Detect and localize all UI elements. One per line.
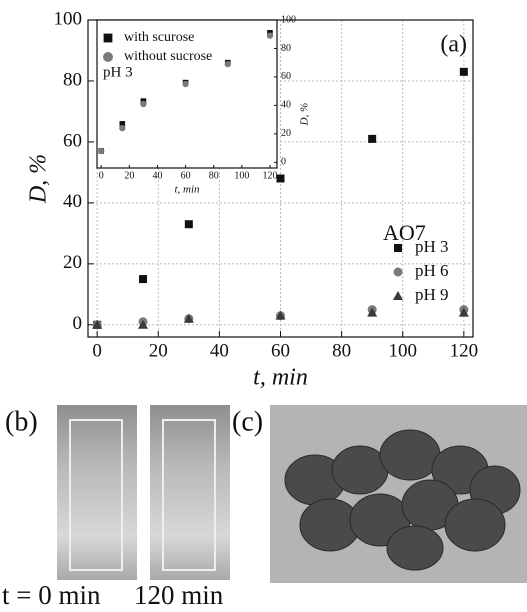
- y-tick-label: 0: [73, 313, 83, 334]
- legend-label: pH 3: [415, 237, 449, 256]
- caption: 120 min: [134, 580, 224, 610]
- x-tick-label: 80: [332, 341, 351, 362]
- x-tick-label: 20: [124, 170, 134, 181]
- legend-marker: [394, 244, 402, 252]
- marker: [460, 68, 468, 76]
- x-axis-label: t, min: [174, 184, 200, 196]
- marker: [98, 148, 104, 154]
- x-tick-label: 100: [388, 341, 417, 362]
- y-axis-label: D, %: [299, 103, 311, 127]
- x-tick-label: 40: [210, 341, 229, 362]
- y-tick-label: 80: [281, 43, 291, 54]
- legend-marker: [394, 268, 403, 277]
- legend-marker: [103, 52, 113, 62]
- x-tick-label: 40: [152, 170, 162, 181]
- x-tick-label: 20: [149, 341, 168, 362]
- legend-label: without sucrose: [124, 49, 212, 64]
- photo-c: (c): [232, 405, 527, 583]
- y-axis-label: D, %: [26, 154, 52, 204]
- charts: 0 20 40 60 80 100 0 20 40 60 80 100 120 t, min D, % (a)…: [26, 8, 479, 390]
- y-tick-label: 100: [281, 14, 296, 25]
- y-tick-label: 0: [281, 157, 286, 168]
- y-tick-label: 20: [281, 128, 291, 139]
- panel-label: (c): [232, 406, 263, 437]
- x-axis-label: t, min: [253, 365, 308, 391]
- y-tick-label: 60: [281, 71, 291, 82]
- legend-marker: [104, 34, 113, 43]
- x-tick-label: 100: [234, 170, 249, 181]
- x-tick-label: 80: [209, 170, 219, 181]
- y-tick-label: 80: [63, 69, 82, 90]
- x-tick-label: 120: [262, 170, 277, 181]
- marker: [119, 125, 125, 131]
- marker: [182, 81, 188, 87]
- marker: [368, 135, 376, 143]
- marker: [277, 175, 285, 183]
- panel-label: (b): [5, 406, 38, 437]
- caption: t = 0 min: [2, 580, 101, 610]
- legend-label: pH 9: [415, 285, 449, 304]
- y-tick-label: 40: [63, 191, 82, 212]
- x-tick-label: 60: [181, 170, 191, 181]
- figure: 0 20 40 60 80 100 0 20 40 60 80 100 120 t, min D, % (a)…: [0, 0, 527, 612]
- y-tick-label: 100: [54, 8, 83, 29]
- marker: [267, 33, 273, 39]
- annotation: pH 3: [103, 64, 133, 80]
- marker: [140, 101, 146, 107]
- y-tick-label: 20: [63, 252, 82, 273]
- legend-label: with scurose: [124, 30, 194, 45]
- x-tick-label: 120: [450, 341, 479, 362]
- marker: [139, 275, 147, 283]
- x-tick-label: 0: [99, 170, 104, 181]
- y-tick-label: 40: [281, 100, 291, 111]
- photo-b: (b) t = 0 min 120 min: [2, 405, 230, 610]
- annotation: (a): [440, 32, 467, 58]
- x-tick-label: 0: [92, 341, 102, 362]
- x-tick-label: 60: [271, 341, 290, 362]
- marker: [225, 61, 231, 67]
- y-tick-label: 60: [63, 130, 82, 151]
- legend-label: pH 6: [415, 261, 449, 280]
- marker: [185, 220, 193, 228]
